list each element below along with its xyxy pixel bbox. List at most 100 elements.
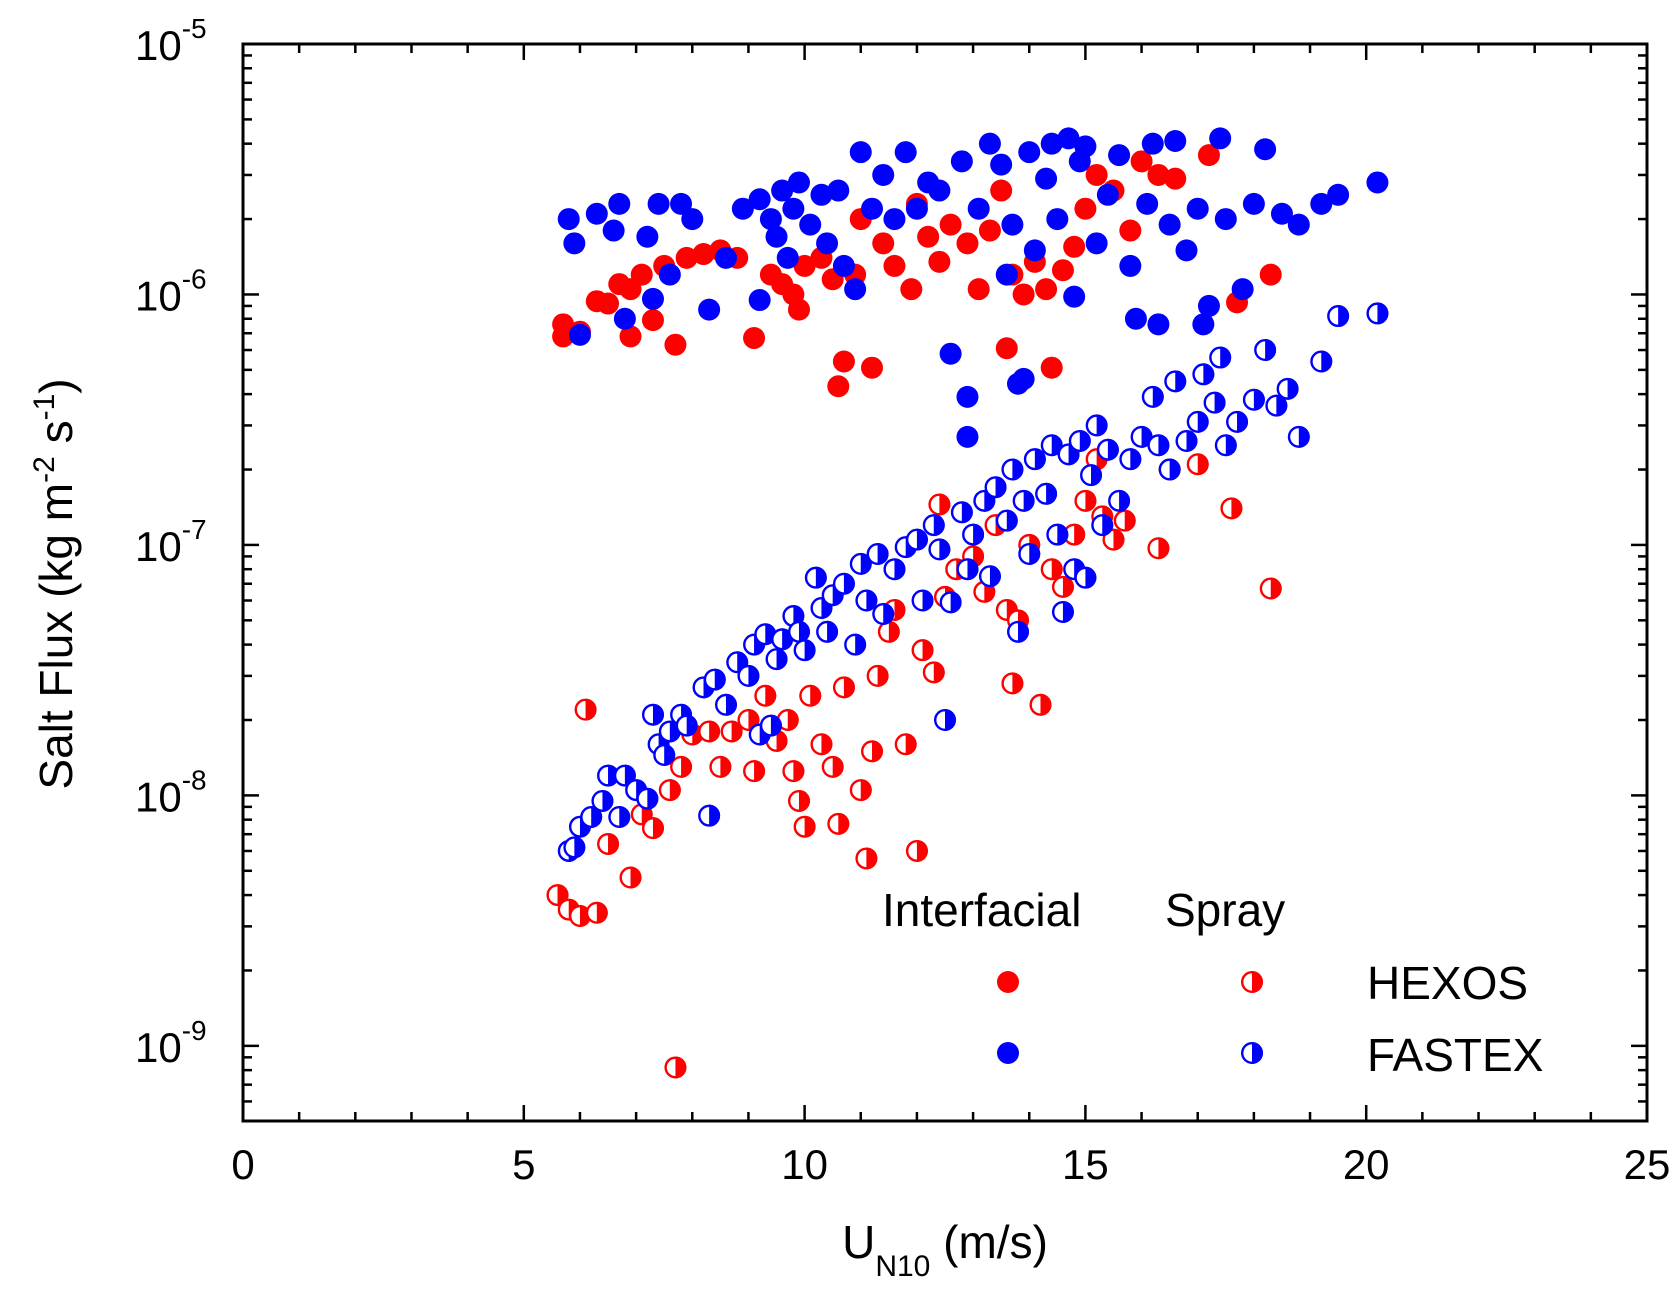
y-axis-title-sup1: -2 xyxy=(28,456,61,483)
data-point-series-3 xyxy=(1091,514,1114,537)
data-point-series-2-half xyxy=(709,720,721,743)
data-point-series-1 xyxy=(1158,213,1181,236)
data-point-series-0 xyxy=(939,213,962,236)
data-point-series-2 xyxy=(860,740,883,763)
data-point-series-3 xyxy=(939,591,962,614)
data-point-series-3 xyxy=(1130,425,1153,448)
data-point-series-2-half xyxy=(1012,672,1024,695)
data-point-series-3-half xyxy=(1091,464,1103,487)
data-point-series-3 xyxy=(1080,464,1103,487)
data-point-series-2 xyxy=(827,812,850,835)
y-tick-label-exp: -6 xyxy=(182,263,207,294)
data-point-series-0 xyxy=(995,337,1018,360)
data-point-series-0 xyxy=(956,232,979,255)
data-point-series-3-half xyxy=(877,543,889,566)
data-point-series-2-half xyxy=(765,684,777,707)
data-point-series-1 xyxy=(905,197,928,220)
data-point-series-3-half xyxy=(815,566,827,589)
data-point-series-3-half xyxy=(1023,489,1035,512)
data-point-series-0 xyxy=(917,225,940,248)
data-point-series-0 xyxy=(928,250,951,273)
data-point-series-3-half xyxy=(827,620,839,643)
data-point-series-1 xyxy=(731,197,754,220)
data-point-series-1 xyxy=(799,213,822,236)
data-point-series-2 xyxy=(787,789,810,812)
data-point-series-1 xyxy=(1141,132,1164,155)
data-point-series-2 xyxy=(776,708,799,731)
data-point-series-1 xyxy=(1108,144,1131,167)
data-point-series-2 xyxy=(928,493,951,516)
data-point-series-3 xyxy=(608,805,631,828)
data-point-series-3 xyxy=(1192,363,1215,386)
data-point-series-3 xyxy=(855,589,878,612)
data-point-series-1 xyxy=(658,263,681,286)
data-point-series-1 xyxy=(872,163,895,186)
data-point-series-1 xyxy=(613,307,636,330)
data-point-series-2-half xyxy=(720,755,732,778)
data-point-series-2 xyxy=(866,664,889,687)
data-point-series-1 xyxy=(1018,141,1041,164)
data-point-series-3-half xyxy=(798,620,810,643)
data-point-series-1 xyxy=(1327,183,1350,206)
data-point-series-3-half xyxy=(1130,448,1142,471)
data-point-series-3-half xyxy=(1046,482,1058,505)
data-point-series-1 xyxy=(956,385,979,408)
data-point-series-3-half xyxy=(973,523,985,546)
data-point-series-0 xyxy=(900,278,923,301)
data-point-series-3-half xyxy=(709,804,721,827)
data-point-series-1 xyxy=(670,192,693,215)
data-point-series-0 xyxy=(787,298,810,321)
x-axis-title-main: U xyxy=(842,1216,875,1268)
data-point-series-2 xyxy=(585,901,608,924)
data-point-series-1 xyxy=(776,246,799,269)
data-point-series-1 xyxy=(647,192,670,215)
data-point-series-2 xyxy=(1063,523,1086,546)
data-point-series-3 xyxy=(1108,489,1131,512)
data-point-series-2-half xyxy=(1062,575,1074,598)
data-point-series-2 xyxy=(1029,693,1052,716)
data-point-series-3-half xyxy=(776,648,788,671)
data-point-series-3-half xyxy=(945,708,957,731)
data-point-series-2-half xyxy=(871,740,883,763)
data-point-series-3 xyxy=(1051,600,1074,623)
data-point-series-2 xyxy=(832,676,855,699)
data-point-series-2-half xyxy=(843,676,855,699)
data-point-series-2 xyxy=(658,779,681,802)
legend-marker-fastex-interfacial xyxy=(997,1042,1019,1064)
legend-marker-hexos-interfacial xyxy=(997,971,1019,993)
data-point-series-2 xyxy=(911,639,934,662)
data-point-series-1 xyxy=(1197,294,1220,317)
data-point-series-3-half xyxy=(619,805,631,828)
data-point-series-3 xyxy=(1001,458,1024,481)
y-tick-label: 10-7 xyxy=(135,514,207,570)
data-point-series-3 xyxy=(1276,377,1299,400)
data-point-series-3 xyxy=(1158,458,1181,481)
data-point-series-1 xyxy=(849,141,872,164)
data-point-series-3 xyxy=(703,668,726,691)
data-point-series-3-half xyxy=(939,538,951,561)
data-point-series-2 xyxy=(664,1056,687,1079)
data-point-series-3-half xyxy=(916,528,928,551)
data-point-series-0 xyxy=(872,232,895,255)
data-point-series-2-half xyxy=(804,815,816,838)
x-axis-title: UN10 (m/s) xyxy=(842,1216,1048,1283)
data-point-series-3-half xyxy=(883,602,895,625)
data-point-series-3-half xyxy=(1197,410,1209,433)
data-point-series-3 xyxy=(1046,523,1069,546)
data-point-series-3 xyxy=(911,589,934,612)
legend-label-hexos: HEXOS xyxy=(1367,957,1528,1009)
data-point-series-2-half xyxy=(787,708,799,731)
data-point-series-3 xyxy=(950,501,973,524)
x-tick-label: 0 xyxy=(231,1141,254,1188)
data-point-series-0 xyxy=(1259,263,1282,286)
data-point-series-3 xyxy=(754,623,777,646)
data-point-series-2 xyxy=(574,698,597,721)
data-point-series-1 xyxy=(1074,135,1097,158)
data-point-series-2-half xyxy=(1124,509,1136,532)
data-point-series-3-half xyxy=(652,703,664,726)
data-point-series-2-half xyxy=(1231,497,1243,520)
data-point-series-2 xyxy=(568,904,591,927)
data-point-series-2-half xyxy=(860,779,872,802)
data-point-series-3-half xyxy=(686,714,698,737)
data-point-series-2 xyxy=(1051,575,1074,598)
